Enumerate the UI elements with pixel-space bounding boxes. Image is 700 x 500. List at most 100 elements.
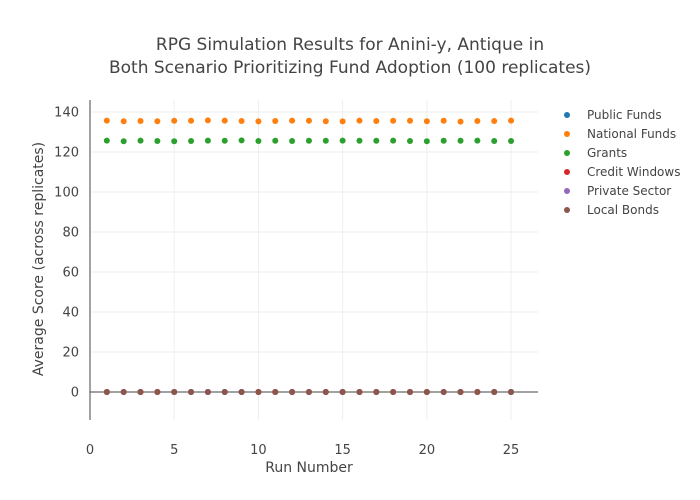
x-tick-label: 0 bbox=[86, 443, 94, 458]
point-grants bbox=[137, 137, 144, 144]
point-national-funds bbox=[373, 118, 380, 124]
x-axis-title: Run Number bbox=[265, 460, 353, 476]
chart-title-line-1: RPG Simulation Results for Anini-y, Anti… bbox=[156, 35, 544, 55]
legend-label: National Funds bbox=[587, 127, 676, 141]
point-local-bonds bbox=[154, 389, 161, 395]
point-local-bonds bbox=[238, 389, 245, 395]
tick-labels: 0 5 10 15 20 25 0 20 40 60 80 100 120 140 bbox=[54, 106, 519, 459]
legend-item-credit-windows[interactable]: Credit Windows bbox=[564, 165, 680, 179]
point-grants bbox=[373, 137, 380, 144]
point-grants bbox=[221, 137, 228, 144]
point-national-funds bbox=[440, 117, 447, 124]
point-grants bbox=[474, 137, 481, 144]
point-local-bonds bbox=[407, 389, 413, 395]
point-local-bonds bbox=[356, 389, 363, 395]
legend-marker bbox=[564, 207, 570, 213]
point-local-bonds bbox=[423, 389, 430, 395]
y-tick-label: 40 bbox=[62, 306, 79, 321]
point-grants bbox=[407, 138, 413, 144]
point-grants bbox=[322, 137, 329, 144]
point-national-funds bbox=[457, 118, 464, 125]
point-local-bonds bbox=[204, 389, 211, 395]
point-grants bbox=[255, 138, 262, 144]
point-national-funds bbox=[221, 117, 228, 124]
legend-marker bbox=[564, 112, 570, 118]
point-national-funds bbox=[188, 117, 195, 124]
point-national-funds bbox=[289, 117, 296, 124]
legend-marker bbox=[564, 188, 570, 194]
point-national-funds bbox=[120, 118, 127, 125]
point-national-funds bbox=[272, 118, 279, 124]
point-grants bbox=[356, 137, 363, 144]
legend-marker bbox=[564, 131, 570, 137]
legend-label: Private Sector bbox=[587, 184, 671, 198]
point-local-bonds bbox=[440, 389, 447, 395]
legend-item-local-bonds[interactable]: Local Bonds bbox=[564, 203, 659, 217]
point-national-funds bbox=[255, 118, 262, 125]
point-grants bbox=[440, 137, 447, 144]
point-national-funds bbox=[305, 117, 312, 124]
point-national-funds bbox=[356, 117, 363, 124]
legend-label: Grants bbox=[587, 146, 627, 160]
point-local-bonds bbox=[305, 389, 312, 395]
point-national-funds bbox=[171, 117, 178, 124]
point-national-funds bbox=[204, 117, 211, 124]
legend-item-public-funds[interactable]: Public Funds bbox=[564, 108, 662, 122]
y-tick-label: 100 bbox=[54, 186, 79, 201]
chart-title-line-2: Both Scenario Prioritizing Fund Adoption… bbox=[109, 58, 591, 78]
y-tick-label: 60 bbox=[62, 266, 79, 281]
y-tick-label: 0 bbox=[71, 386, 79, 401]
point-grants bbox=[120, 138, 127, 145]
point-national-funds bbox=[390, 117, 397, 124]
point-national-funds bbox=[491, 118, 498, 124]
point-national-funds bbox=[137, 118, 144, 124]
point-local-bonds bbox=[137, 389, 144, 395]
point-grants bbox=[339, 137, 346, 144]
axes bbox=[89, 100, 538, 420]
point-grants bbox=[103, 137, 110, 144]
point-local-bonds bbox=[272, 389, 279, 395]
point-local-bonds bbox=[255, 389, 262, 395]
point-grants bbox=[491, 138, 498, 144]
point-local-bonds bbox=[322, 389, 329, 395]
point-grants bbox=[171, 138, 178, 145]
point-local-bonds bbox=[120, 389, 127, 395]
x-tick-label: 20 bbox=[419, 443, 436, 458]
x-tick-label: 10 bbox=[250, 443, 267, 458]
legend-label: Local Bonds bbox=[587, 203, 659, 217]
point-local-bonds bbox=[491, 389, 498, 395]
point-national-funds bbox=[423, 118, 430, 125]
y-axis-title: Average Score (across replicates) bbox=[31, 142, 47, 376]
x-tick-label: 15 bbox=[334, 443, 351, 458]
point-local-bonds bbox=[289, 389, 296, 395]
point-local-bonds bbox=[508, 389, 515, 395]
legend[interactable]: Public Funds National Funds Grants Credit W… bbox=[564, 108, 680, 217]
point-national-funds bbox=[508, 117, 515, 124]
grid bbox=[90, 100, 538, 420]
point-local-bonds bbox=[474, 389, 481, 395]
point-grants bbox=[305, 137, 312, 144]
legend-marker bbox=[564, 169, 570, 175]
legend-label: Credit Windows bbox=[587, 165, 680, 179]
legend-marker bbox=[564, 150, 570, 156]
legend-item-private-sector[interactable]: Private Sector bbox=[564, 184, 671, 198]
point-national-funds bbox=[238, 118, 245, 124]
point-grants bbox=[272, 137, 279, 144]
point-grants bbox=[457, 137, 464, 144]
legend-label: Public Funds bbox=[587, 108, 662, 122]
point-national-funds bbox=[154, 118, 161, 125]
x-tick-label: 5 bbox=[170, 443, 178, 458]
point-national-funds bbox=[103, 117, 110, 124]
point-local-bonds bbox=[373, 389, 380, 395]
point-local-bonds bbox=[188, 389, 195, 395]
legend-item-grants[interactable]: Grants bbox=[564, 146, 627, 160]
point-grants bbox=[289, 138, 296, 144]
point-grants bbox=[238, 137, 245, 144]
point-national-funds bbox=[407, 117, 413, 124]
legend-item-national-funds[interactable]: National Funds bbox=[564, 127, 676, 141]
point-local-bonds bbox=[390, 389, 397, 395]
point-national-funds bbox=[322, 118, 329, 125]
point-local-bonds bbox=[171, 389, 178, 395]
point-grants bbox=[204, 137, 211, 144]
